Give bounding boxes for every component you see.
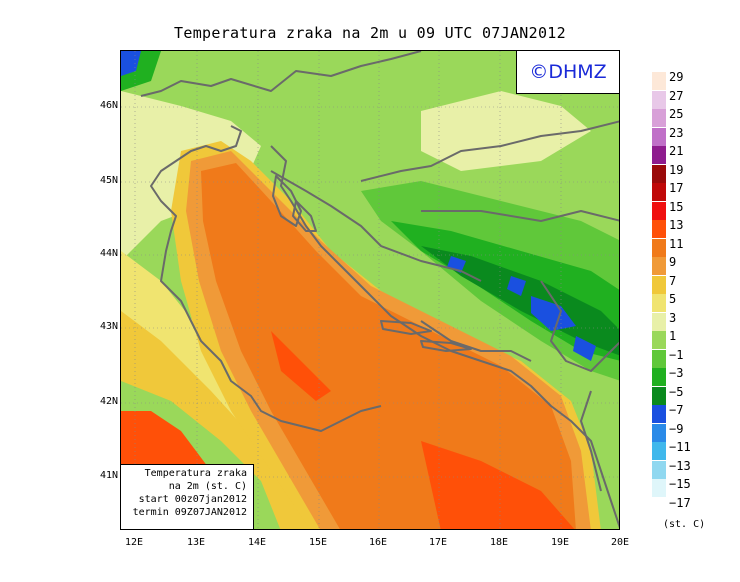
legend-swatch	[652, 127, 666, 146]
legend-swatch	[652, 460, 666, 479]
legend-label: 1	[669, 329, 677, 343]
legend-label: 11	[669, 236, 684, 251]
legend-swatch	[652, 405, 666, 423]
legend-swatch	[652, 183, 666, 201]
legend-label: 7	[669, 273, 677, 288]
legend-swatch	[652, 72, 666, 90]
legend-swatch	[652, 479, 666, 497]
legend-label: 19	[669, 162, 684, 177]
adriatic-hot-patch-2	[421, 441, 575, 529]
legend-label: −3	[669, 366, 684, 380]
legend-swatch	[652, 368, 666, 386]
legend-swatch	[652, 312, 666, 331]
lon-label-18e: 18E	[489, 537, 509, 548]
albania-border	[580, 390, 602, 492]
rab-island	[292, 200, 317, 232]
lon-label-12e: 12E	[124, 537, 144, 548]
legend-label: −7	[669, 403, 684, 417]
legend-label: 17	[669, 181, 684, 195]
korcula-island	[420, 340, 472, 352]
sava-border	[421, 210, 619, 222]
lon-label-17e: 17E	[428, 537, 448, 548]
legend-label: −15	[669, 477, 691, 491]
info-line-2: na 2m (st. C)	[168, 481, 247, 492]
legend-swatch	[652, 386, 666, 405]
hvar-island	[380, 320, 432, 335]
lon-label-13e: 13E	[186, 537, 206, 548]
legend-swatch	[652, 331, 666, 349]
graticule	[121, 51, 619, 529]
info-line-3: start 00z07jan2012	[138, 494, 247, 505]
legend-label: −9	[669, 421, 684, 436]
southern-border	[420, 320, 532, 362]
adriatic-hot-patch-1	[271, 331, 331, 401]
legend-label: −17	[669, 495, 691, 510]
lon-label-16e: 16E	[368, 537, 388, 548]
legend-swatch	[652, 275, 666, 294]
cold-patch-2	[507, 276, 526, 296]
legend-swatch	[652, 201, 666, 220]
legend-swatch	[652, 220, 666, 238]
legend-label: 27	[669, 88, 684, 103]
map-title: Temperatura zraka na 2m u 09 UTC 07JAN20…	[174, 24, 566, 42]
krk-island	[272, 175, 302, 227]
adriatic-sea-warm	[201, 163, 576, 529]
dhmz-logo: ©DHMZ	[516, 50, 620, 94]
alps-cold	[121, 51, 141, 76]
legend-label: 25	[669, 107, 684, 121]
lat-label-41n: 41N	[99, 470, 118, 481]
legend-swatch	[652, 442, 666, 460]
lat-label-46n: 46N	[99, 100, 118, 111]
legend-label: −13	[669, 458, 691, 473]
temperature-map	[120, 50, 620, 530]
legend-swatch	[652, 164, 666, 183]
legend-label: 13	[669, 218, 684, 232]
legend-swatch	[652, 497, 666, 516]
legend-swatch	[652, 90, 666, 109]
info-line-4: termin 09Z07JAN2012	[132, 507, 247, 518]
legend-label: 15	[669, 199, 684, 214]
lon-label-15e: 15E	[308, 537, 328, 548]
coastlines-borders	[140, 51, 619, 529]
legend-label: 9	[669, 255, 677, 269]
lat-label-42n: 42N	[99, 396, 118, 407]
legend-swatch	[652, 109, 666, 127]
legend-label: 21	[669, 144, 684, 158]
map-canvas	[121, 51, 619, 529]
legend-label: −5	[669, 384, 684, 399]
lon-label-14e: 14E	[247, 537, 267, 548]
legend-label: 5	[669, 292, 677, 306]
lon-label-20e: 20E	[610, 537, 630, 548]
lon-label-19e: 19E	[550, 537, 570, 548]
lat-label-44n: 44N	[99, 248, 118, 259]
legend-label: 29	[669, 70, 684, 84]
cold-patch-3	[531, 296, 576, 331]
cold-patch-4	[573, 336, 596, 361]
inland-border-1	[270, 170, 482, 282]
italy-coastline	[150, 125, 382, 432]
legend-label: 3	[669, 310, 677, 325]
legend-units: (st. C)	[663, 519, 706, 530]
legend-swatch	[652, 146, 666, 164]
logo-text: ©DHMZ	[529, 61, 607, 83]
legend-label: 23	[669, 125, 684, 140]
legend-swatch	[652, 257, 666, 275]
hungary-border	[360, 120, 619, 182]
legend-swatch	[652, 294, 666, 312]
legend-swatch	[652, 238, 666, 257]
northern-border	[140, 51, 422, 97]
legend-swatch	[652, 349, 666, 368]
lat-label-45n: 45N	[99, 175, 118, 186]
lat-label-43n: 43N	[99, 321, 118, 332]
legend-label: −1	[669, 347, 684, 362]
bih-serbia-border	[540, 280, 619, 372]
croatian-coastline	[270, 145, 619, 529]
legend-label: −11	[669, 440, 691, 454]
forecast-info-box: Temperatura zraka na 2m (st. C) start 00…	[120, 464, 254, 530]
info-line-1: Temperatura zraka	[144, 468, 247, 479]
legend-swatch	[652, 423, 666, 442]
